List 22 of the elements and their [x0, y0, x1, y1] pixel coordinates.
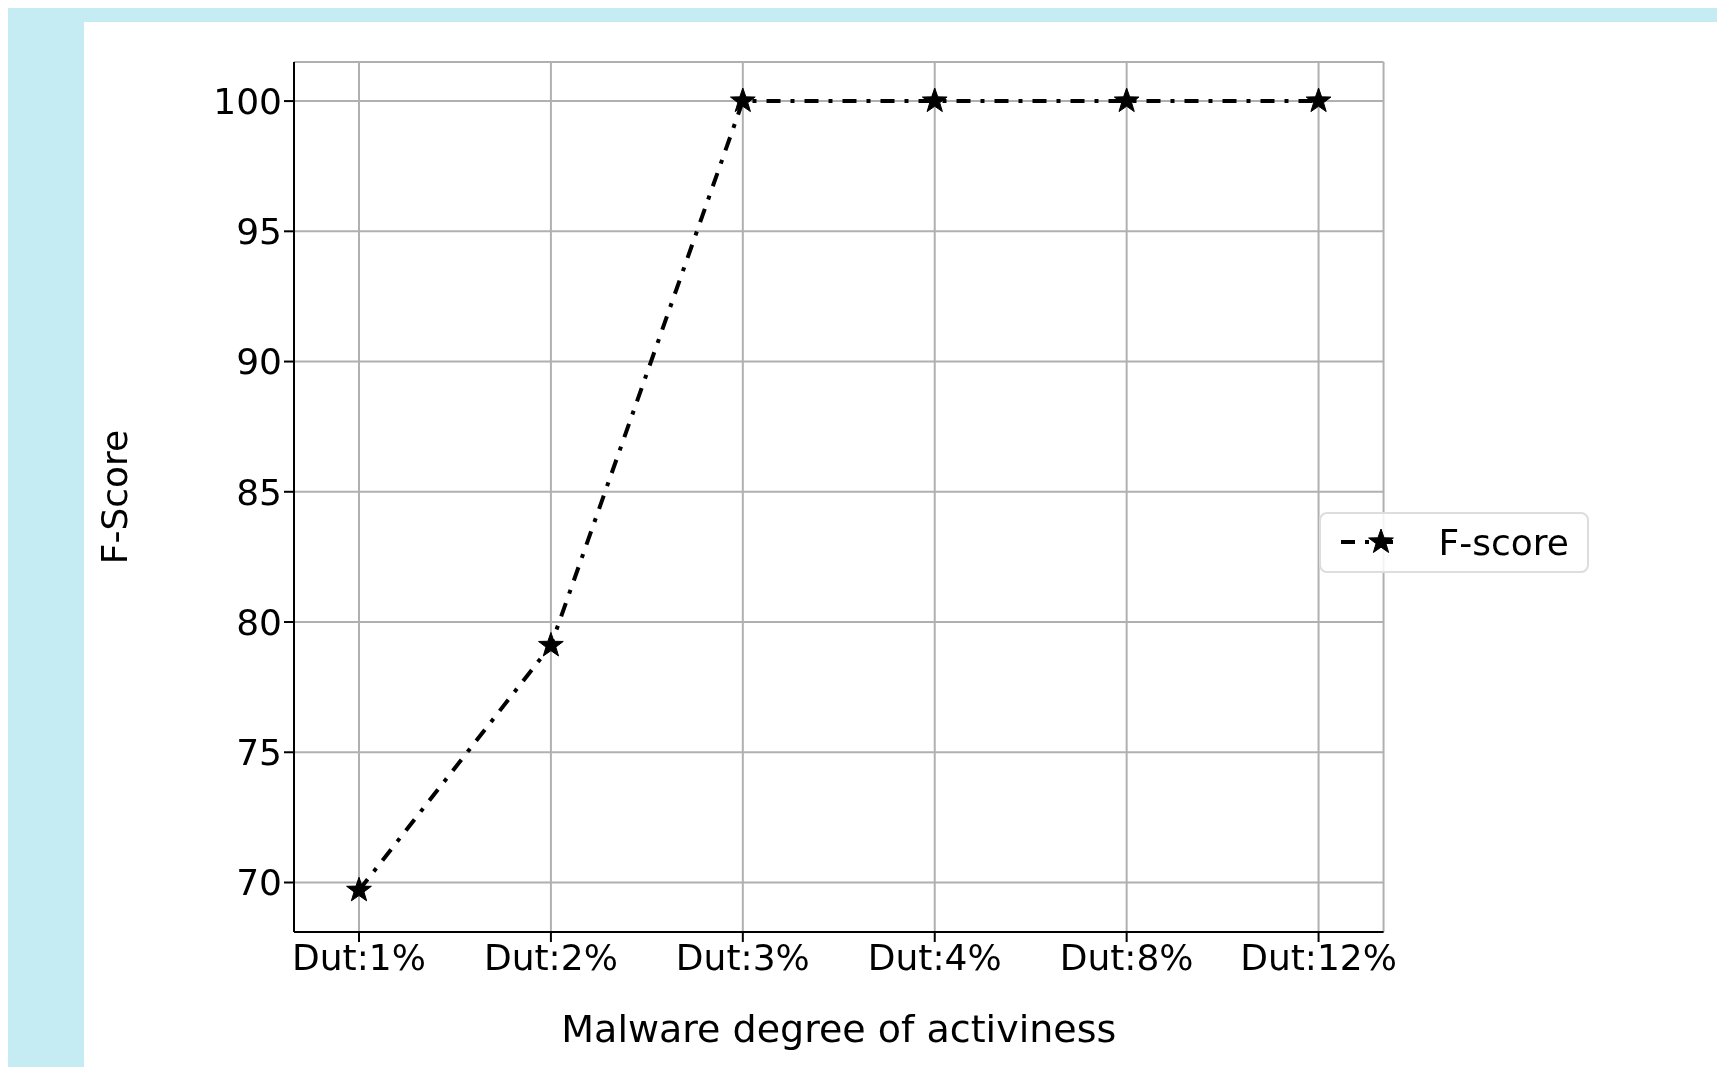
- y-tick-label: 90: [236, 341, 282, 383]
- x-tick-label: Dut:3%: [675, 936, 810, 978]
- legend-label: F-score: [1438, 521, 1569, 563]
- point: [346, 876, 372, 902]
- x-tick-label: Dut:2%: [483, 936, 618, 978]
- y-tick-label: 100: [213, 80, 282, 122]
- x-axis-title: Malware degree of activiness: [561, 1007, 1117, 1051]
- y-tick-label: 70: [236, 862, 282, 904]
- y-tick-label: 80: [236, 601, 282, 643]
- point: [1305, 87, 1332, 113]
- point: [921, 87, 948, 113]
- x-tick-label: Dut:8%: [1059, 936, 1194, 978]
- point: [729, 87, 756, 113]
- point: [1113, 87, 1140, 113]
- y-tick-label: 85: [236, 471, 282, 513]
- x-tick-label: Dut:4%: [867, 936, 1002, 978]
- x-tick-label: Dut:12%: [1240, 936, 1397, 978]
- point: [538, 631, 564, 657]
- x-tick-label: Dut:1%: [292, 936, 426, 978]
- y-tick-label: 95: [236, 211, 282, 253]
- y-tick-label: 75: [236, 732, 282, 774]
- y-axis-title: F-Score: [93, 429, 135, 565]
